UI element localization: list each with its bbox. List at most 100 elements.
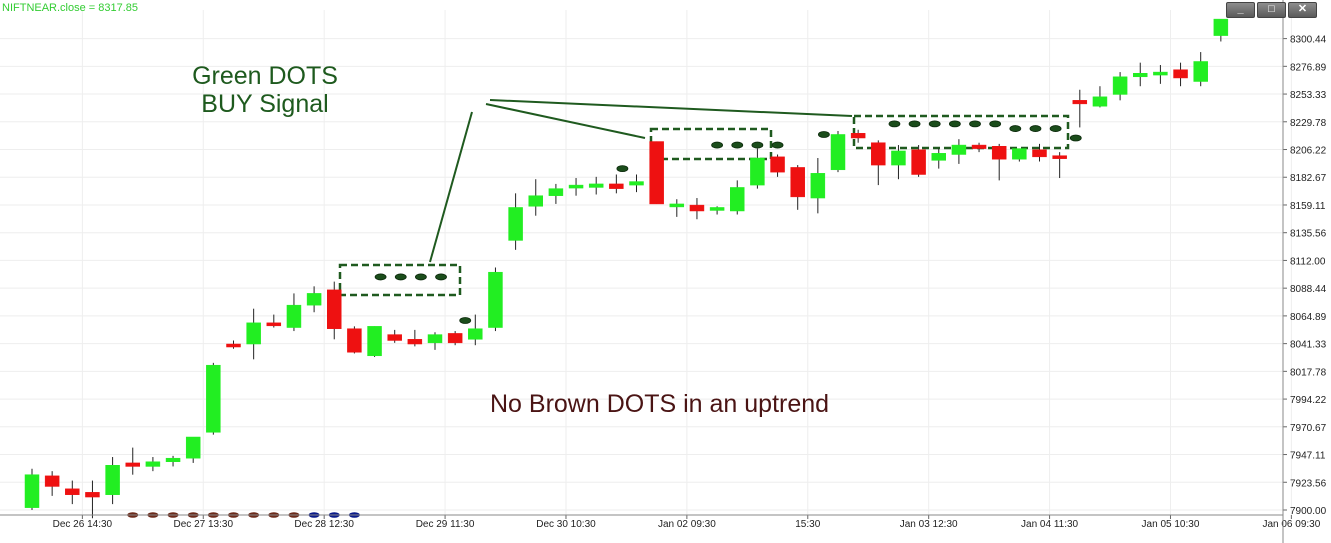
bullish-candle bbox=[528, 179, 543, 216]
signal-box bbox=[338, 263, 462, 297]
candle-body bbox=[1032, 149, 1047, 158]
bearish-candle bbox=[125, 447, 140, 475]
y-tick-label: 8206.22 bbox=[1290, 146, 1327, 157]
bullish-candle bbox=[286, 293, 302, 332]
y-tick-label: 8300.44 bbox=[1290, 35, 1327, 46]
y-tick-label: 8253.33 bbox=[1290, 90, 1327, 101]
connector-line bbox=[429, 111, 473, 263]
candle-body bbox=[407, 339, 423, 345]
candle-body bbox=[1072, 100, 1088, 105]
bullish-candle bbox=[931, 148, 946, 169]
bullish-candle bbox=[750, 148, 765, 189]
bullish-candle bbox=[145, 457, 161, 472]
x-tick-label: Jan 03 12:30 bbox=[900, 519, 958, 530]
y-tick-label: 8229.78 bbox=[1290, 118, 1327, 129]
bullish-candle bbox=[185, 436, 201, 463]
y-tick-label: 7923.56 bbox=[1290, 478, 1327, 489]
x-tick-label: Jan 04 11:30 bbox=[1021, 519, 1079, 530]
bearish-candle bbox=[790, 165, 805, 210]
candle-body bbox=[427, 334, 443, 344]
bearish-candle bbox=[971, 142, 987, 153]
y-tick-label: 8064.89 bbox=[1290, 312, 1327, 323]
bullish-candle bbox=[468, 314, 483, 346]
bearish-candle bbox=[327, 281, 342, 340]
x-tick-label: 15:30 bbox=[795, 519, 820, 530]
connector-line bbox=[489, 99, 853, 117]
bearish-candle bbox=[1173, 62, 1188, 87]
bullish-candle bbox=[669, 199, 685, 217]
bearish-candle bbox=[387, 329, 402, 343]
bullish-candle bbox=[24, 468, 40, 510]
green-buy-dot bbox=[711, 141, 723, 149]
green-buy-dot bbox=[616, 165, 629, 173]
bullish-candle bbox=[548, 183, 564, 204]
bullish-candle bbox=[306, 286, 322, 313]
maximize-button[interactable]: □ bbox=[1257, 2, 1286, 18]
buy-signal-annotation: Green DOTS BUY Signal bbox=[160, 62, 370, 118]
candle-body bbox=[447, 333, 463, 344]
candle-body bbox=[871, 142, 886, 166]
signal-dot-layer bbox=[127, 120, 1082, 518]
green-buy-dot bbox=[414, 273, 427, 281]
candle-body bbox=[669, 203, 685, 208]
candle-body bbox=[689, 204, 705, 212]
bearish-candle bbox=[649, 141, 664, 205]
candle-body bbox=[951, 144, 967, 155]
buy-signal-line1: Green DOTS bbox=[192, 62, 338, 90]
minimize-button[interactable]: _ bbox=[1226, 2, 1255, 18]
candle-body bbox=[931, 153, 946, 161]
green-buy-dot bbox=[1049, 125, 1062, 132]
bearish-candle bbox=[407, 329, 423, 347]
candle-body bbox=[327, 289, 342, 329]
bullish-candle bbox=[810, 158, 826, 214]
bullish-candle bbox=[891, 145, 906, 180]
y-tick-label: 7947.11 bbox=[1290, 451, 1326, 462]
bearish-candle bbox=[1032, 143, 1047, 162]
bullish-candle bbox=[1092, 86, 1108, 108]
y-tick-label: 8159.11 bbox=[1290, 201, 1326, 212]
candle-body bbox=[508, 207, 523, 241]
y-tick-label: 7970.67 bbox=[1290, 423, 1327, 434]
bearish-candle bbox=[1052, 152, 1067, 179]
x-tick-label: Jan 06 09:30 bbox=[1262, 519, 1320, 530]
candle-body bbox=[125, 462, 140, 467]
bullish-candle bbox=[830, 130, 846, 173]
close-button[interactable]: ✕ bbox=[1288, 2, 1317, 18]
bearish-candle bbox=[689, 198, 705, 220]
connector-line bbox=[485, 103, 646, 139]
candle-body bbox=[185, 436, 201, 459]
bullish-candle bbox=[165, 455, 181, 467]
candle-body bbox=[347, 328, 362, 353]
candle-body bbox=[44, 475, 60, 487]
bullish-candle bbox=[508, 193, 523, 250]
candle-body bbox=[286, 304, 302, 328]
candle-body bbox=[226, 343, 241, 348]
candle-body bbox=[629, 181, 644, 186]
bullish-candle bbox=[709, 206, 725, 215]
candle-body bbox=[891, 150, 906, 166]
bearish-candle bbox=[770, 154, 785, 177]
candle-body bbox=[1153, 71, 1168, 76]
candle-body bbox=[145, 461, 161, 467]
bearish-candle bbox=[447, 331, 463, 346]
candle-body bbox=[911, 149, 926, 175]
candle-body bbox=[1012, 148, 1027, 160]
candle-body bbox=[1173, 69, 1188, 79]
bullish-candle bbox=[1012, 148, 1027, 162]
candle-body bbox=[971, 144, 987, 149]
bearish-candle bbox=[65, 480, 80, 505]
green-buy-dot bbox=[817, 131, 830, 138]
candle-body bbox=[568, 184, 584, 189]
candle-body bbox=[850, 133, 866, 139]
bearish-candle bbox=[85, 480, 100, 519]
green-buy-dot bbox=[989, 120, 1002, 128]
candle-body bbox=[367, 326, 382, 357]
bullish-candle bbox=[1213, 18, 1229, 42]
no-brown-dots-annotation: No Brown DOTS in an uptrend bbox=[490, 390, 830, 418]
candle-body bbox=[830, 134, 846, 171]
series-close-label: NIFTNEAR.close = 8317.85 bbox=[2, 2, 139, 14]
x-tick-label: Dec 26 14:30 bbox=[53, 519, 113, 530]
candle-body bbox=[1092, 96, 1108, 107]
bullish-candle bbox=[1112, 72, 1128, 101]
